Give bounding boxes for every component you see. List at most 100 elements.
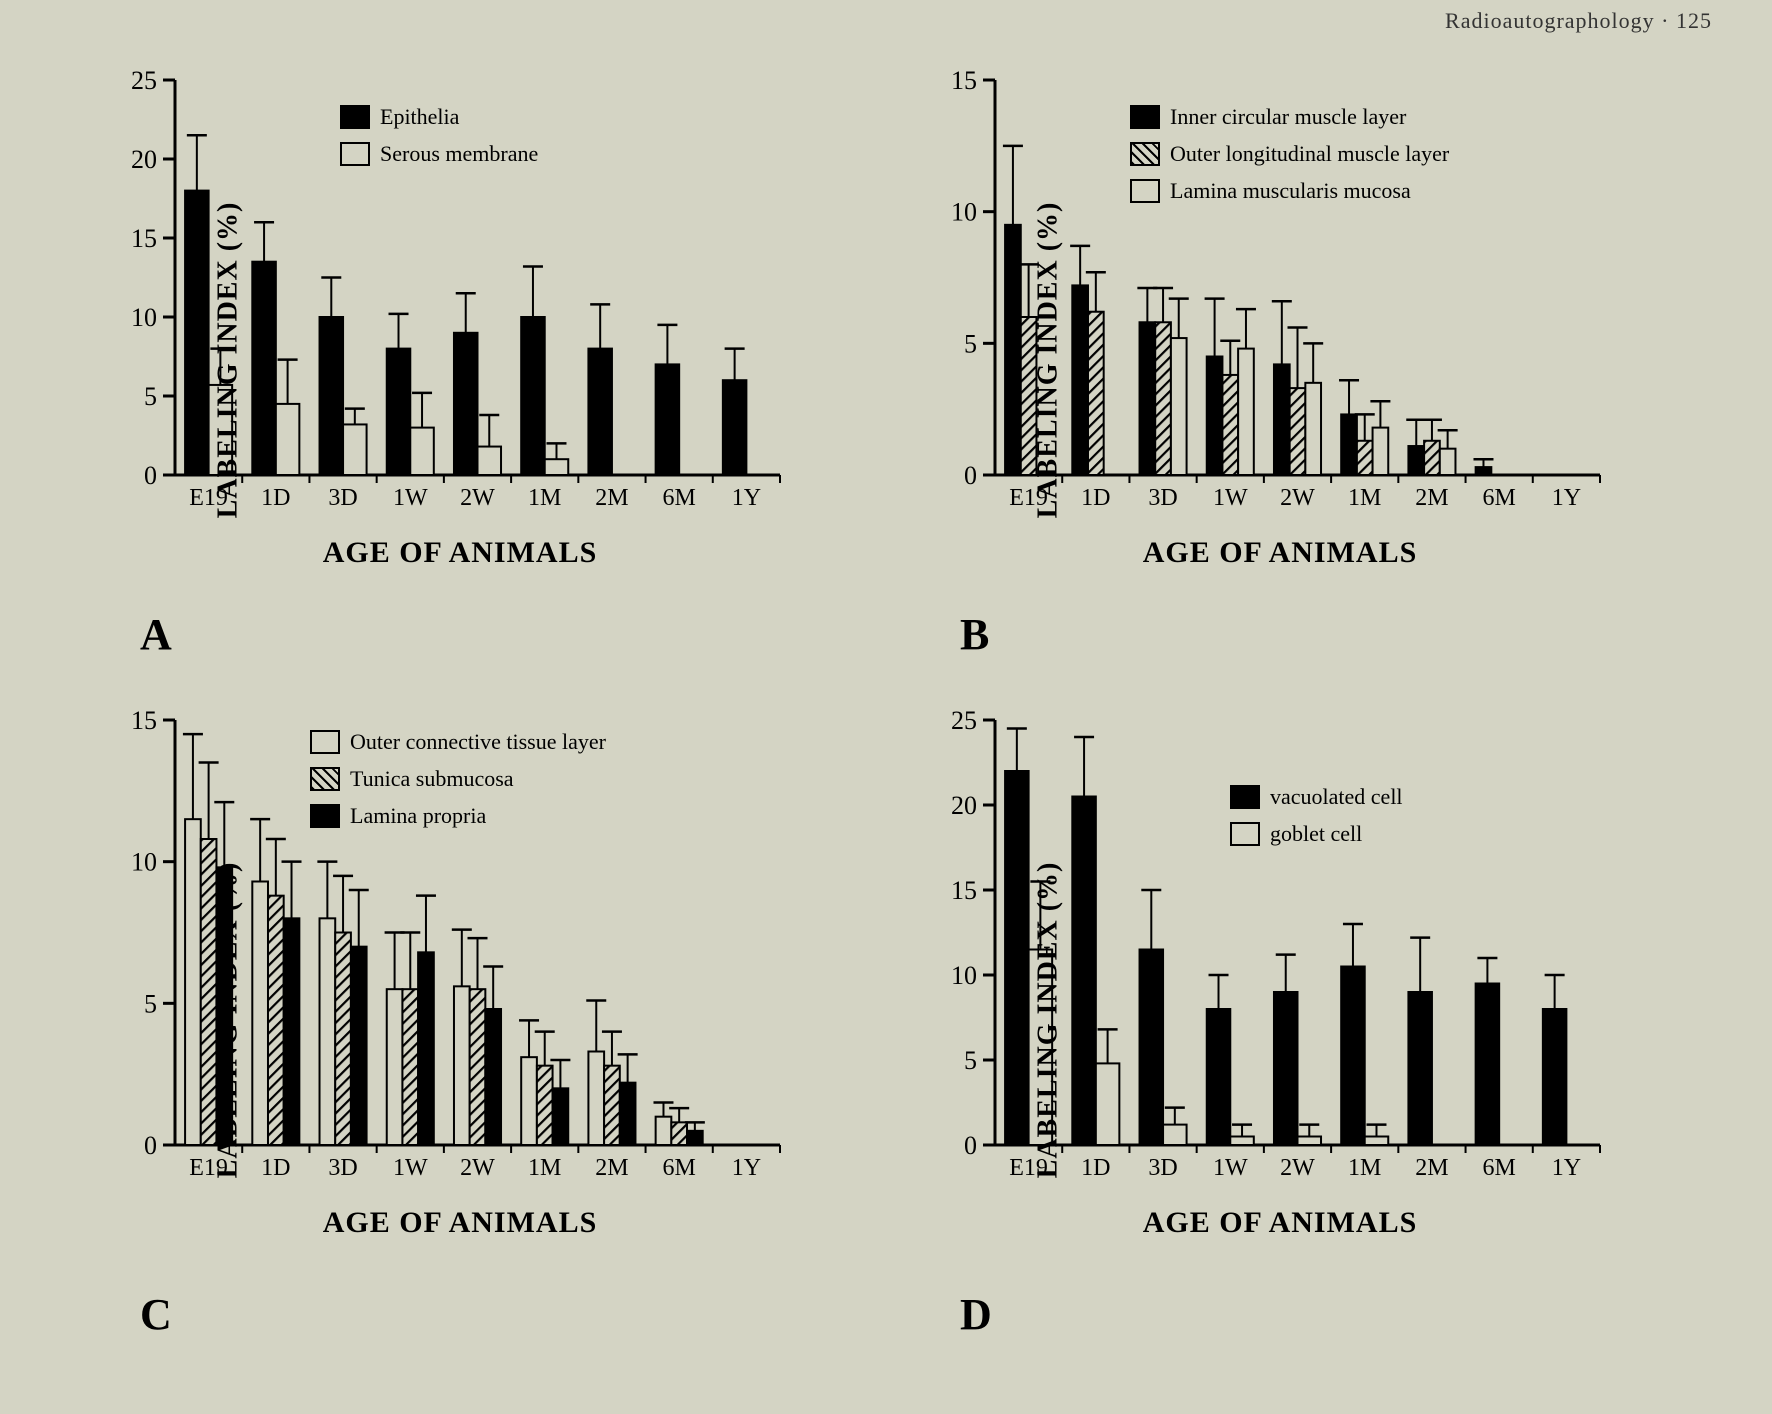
svg-text:1W: 1W xyxy=(393,485,428,511)
legend-C: Outer connective tissue layer Tunica subm… xyxy=(310,725,606,836)
legend-swatch xyxy=(310,804,340,828)
svg-text:2M: 2M xyxy=(1415,1155,1448,1181)
svg-text:6M: 6M xyxy=(1482,1155,1515,1181)
legend-swatch xyxy=(310,730,340,754)
svg-text:0: 0 xyxy=(144,1131,157,1160)
svg-text:6M: 6M xyxy=(662,1155,695,1181)
svg-text:1M: 1M xyxy=(1348,1155,1381,1181)
svg-text:5: 5 xyxy=(144,382,157,411)
svg-text:15: 15 xyxy=(951,66,977,95)
svg-text:10: 10 xyxy=(951,198,977,227)
svg-text:1Y: 1Y xyxy=(1552,485,1581,511)
panel-letter-C: C xyxy=(140,1289,172,1340)
legend-item: Serous membrane xyxy=(340,137,538,170)
svg-text:2W: 2W xyxy=(1280,485,1315,511)
x-axis-label: AGE OF ANIMALS xyxy=(80,536,840,570)
legend-label: Lamina propria xyxy=(350,799,486,832)
svg-text:2W: 2W xyxy=(1280,1155,1315,1181)
legend-label: Tunica submucosa xyxy=(350,762,514,795)
svg-text:2M: 2M xyxy=(1415,485,1448,511)
svg-text:1Y: 1Y xyxy=(1552,1155,1581,1181)
svg-text:2W: 2W xyxy=(460,1155,495,1181)
legend-label: goblet cell xyxy=(1270,817,1362,850)
panel-letter-A: A xyxy=(140,609,172,660)
panel-letter-D: D xyxy=(960,1289,992,1340)
svg-text:0: 0 xyxy=(964,1131,977,1160)
legend-swatch xyxy=(1230,822,1260,846)
panel-letter-B: B xyxy=(960,609,989,660)
svg-text:1Y: 1Y xyxy=(732,1155,761,1181)
legend-swatch xyxy=(340,105,370,129)
svg-text:6M: 6M xyxy=(662,485,695,511)
x-axis-label: AGE OF ANIMALS xyxy=(900,1206,1660,1240)
svg-text:10: 10 xyxy=(951,961,977,990)
svg-text:2M: 2M xyxy=(595,485,628,511)
chart-D: 0510152025E191D3D1W2W1M2M6M1Y xyxy=(900,700,1620,1200)
legend-D: vacuolated cell goblet cell xyxy=(1230,780,1403,854)
legend-swatch xyxy=(1130,179,1160,203)
svg-text:3D: 3D xyxy=(328,485,357,511)
legend-label: Outer longitudinal muscle layer xyxy=(1170,137,1449,170)
legend-label: Inner circular muscle layer xyxy=(1170,100,1406,133)
svg-text:1D: 1D xyxy=(1081,1155,1110,1181)
legend-item: Tunica submucosa xyxy=(310,762,606,795)
panel-D: LABELING INDEX (%) 0510152025E191D3D1W2W… xyxy=(900,700,1660,1340)
svg-text:3D: 3D xyxy=(1148,1155,1177,1181)
svg-text:1W: 1W xyxy=(1213,1155,1248,1181)
legend-item: goblet cell xyxy=(1230,817,1403,850)
legend-A: Epithelia Serous membrane xyxy=(340,100,538,174)
svg-text:2W: 2W xyxy=(460,485,495,511)
legend-item: Lamina propria xyxy=(310,799,606,832)
y-axis-label: LABELING INDEX (%) xyxy=(1032,862,1064,1179)
legend-item: Lamina muscularis mucosa xyxy=(1130,174,1449,207)
legend-item: Outer longitudinal muscle layer xyxy=(1130,137,1449,170)
svg-text:1Y: 1Y xyxy=(732,485,761,511)
legend-label: vacuolated cell xyxy=(1270,780,1403,813)
y-axis-label: LABELING INDEX (%) xyxy=(1032,202,1064,519)
svg-text:15: 15 xyxy=(951,876,977,905)
legend-label: Lamina muscularis mucosa xyxy=(1170,174,1411,207)
svg-text:1D: 1D xyxy=(261,485,290,511)
legend-item: vacuolated cell xyxy=(1230,780,1403,813)
svg-text:20: 20 xyxy=(951,791,977,820)
legend-swatch xyxy=(340,142,370,166)
svg-text:1M: 1M xyxy=(1348,485,1381,511)
svg-text:20: 20 xyxy=(131,145,157,174)
svg-text:15: 15 xyxy=(131,224,157,253)
svg-text:2M: 2M xyxy=(595,1155,628,1181)
legend-swatch xyxy=(1130,142,1160,166)
svg-text:25: 25 xyxy=(131,66,157,95)
x-axis-label: AGE OF ANIMALS xyxy=(80,1206,840,1240)
svg-text:0: 0 xyxy=(144,461,157,490)
svg-text:1W: 1W xyxy=(393,1155,428,1181)
panel-C: LABELING INDEX (%) 051015E191D3D1W2W1M2M… xyxy=(80,700,840,1340)
page-header: Radioautographology · 125 xyxy=(1445,8,1712,34)
svg-text:10: 10 xyxy=(131,303,157,332)
svg-text:1D: 1D xyxy=(1081,485,1110,511)
y-axis-label: LABELING INDEX (%) xyxy=(212,862,244,1179)
legend-label: Outer connective tissue layer xyxy=(350,725,606,758)
svg-text:1M: 1M xyxy=(528,485,561,511)
svg-text:25: 25 xyxy=(951,706,977,735)
x-axis-label: AGE OF ANIMALS xyxy=(900,536,1660,570)
y-axis-label: LABELING INDEX (%) xyxy=(212,202,244,519)
svg-text:6M: 6M xyxy=(1482,485,1515,511)
svg-text:5: 5 xyxy=(144,989,157,1018)
svg-text:15: 15 xyxy=(131,706,157,735)
svg-text:0: 0 xyxy=(964,461,977,490)
legend-swatch xyxy=(1130,105,1160,129)
svg-text:3D: 3D xyxy=(1148,485,1177,511)
legend-swatch xyxy=(310,767,340,791)
legend-swatch xyxy=(1230,785,1260,809)
svg-text:5: 5 xyxy=(964,1046,977,1075)
svg-text:1W: 1W xyxy=(1213,485,1248,511)
panel-A: LABELING INDEX (%) 0510152025E191D3D1W2W… xyxy=(80,60,840,660)
legend-item: Epithelia xyxy=(340,100,538,133)
legend-label: Serous membrane xyxy=(380,137,538,170)
svg-text:1D: 1D xyxy=(261,1155,290,1181)
svg-text:3D: 3D xyxy=(328,1155,357,1181)
svg-text:5: 5 xyxy=(964,329,977,358)
panel-B: LABELING INDEX (%) 051015E191D3D1W2W1M2M… xyxy=(900,60,1660,660)
legend-label: Epithelia xyxy=(380,100,459,133)
svg-text:10: 10 xyxy=(131,848,157,877)
